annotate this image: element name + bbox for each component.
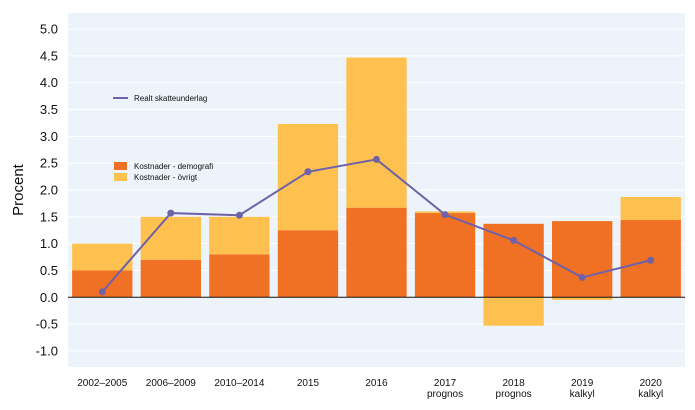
point-realt-skatteunderlag [98,288,106,296]
point-realt-skatteunderlag [373,155,380,163]
point-realt-skatteunderlag [235,211,243,219]
x-category-label: 2006–2009 [146,378,196,389]
x-axis-categories: 2002–2005 2006–2009 2010–2014 2015 2016 2017p… [77,378,663,400]
point-realt-skatteunderlag [647,256,655,264]
point-realt-skatteunderlag [304,168,312,176]
bar-kostnader-ovrigt [209,216,270,255]
bar-kostnader-demografi [346,207,407,298]
x-category-label: prognos [427,389,463,400]
point-realt-skatteunderlag [578,273,586,281]
x-category-label: 2015 [297,378,320,389]
y-tick-label: 2.0 [40,183,58,198]
point-realt-skatteunderlag [441,211,449,219]
bar-kostnader-demografi [140,259,201,298]
y-tick-label: 5.0 [40,22,58,37]
y-tick-label: 0.5 [40,263,58,278]
bar-kostnader-ovrigt [140,216,201,260]
y-tick-label: 0.0 [40,290,58,305]
legend-line: Realt skatteunderlag [113,94,207,103]
y-tick-label: 4.5 [40,48,58,63]
legend-swatch-kostnader-ovrigt [114,173,127,181]
bar-kostnader-ovrigt [277,124,339,231]
y-tick-label: 3.5 [40,102,58,117]
legend-swatch-kostnader-demografi [114,162,127,170]
x-category-label: kalkyl [638,389,663,400]
point-realt-skatteunderlag [167,209,175,217]
y-tick-label: 3.0 [40,129,58,144]
x-category-label: 2019 [571,378,594,389]
x-category-label: 2010–2014 [214,378,264,389]
legend-bars: Kostnader - demografi Kostnader - övrigt [114,162,213,182]
y-tick-label: -0.5 [36,317,58,332]
y-tick-label: 4.0 [40,75,58,90]
bar-kostnader-ovrigt [552,297,613,300]
bar-kostnader-ovrigt [346,57,407,208]
y-tick-label: 2.5 [40,156,58,171]
x-category-label: 2018 [502,378,525,389]
y-tick-label: -1.0 [36,343,58,358]
line-series [98,155,655,296]
y-axis-ticks: -1.0 -0.5 0.0 0.5 1.0 1.5 2.0 2.5 3.0 3.5 4.0 4.5 5.… [36,22,58,359]
legend-label-realt-skatteunderlag: Realt skatteunderlag [134,94,207,103]
x-category-label: kalkyl [570,389,595,400]
legend-label-kostnader-ovrigt: Kostnader - övrigt [134,173,198,182]
point-realt-skatteunderlag [510,236,518,244]
x-category-label: 2002–2005 [77,378,127,389]
y-tick-label: 1.0 [40,236,58,251]
x-category-label: 2017 [434,378,457,389]
bar-kostnader-demografi [277,230,339,298]
x-category-label: prognos [496,389,532,400]
bar-kostnader-demografi [414,213,476,298]
bar-kostnader-ovrigt [483,297,544,326]
x-category-label: 2020 [640,378,663,389]
bar-kostnader-ovrigt [620,196,681,221]
bar-kostnader-ovrigt [72,243,133,271]
y-axis-title: Procent [10,163,27,216]
x-category-label: 2016 [365,378,388,389]
bar-kostnader-demografi [209,254,270,298]
legend-label-kostnader-demografi: Kostnader - demografi [134,162,213,171]
y-tick-label: 1.5 [40,209,58,224]
bar-kostnader-demografi [483,223,544,298]
bar-kostnader-demografi [552,221,613,298]
